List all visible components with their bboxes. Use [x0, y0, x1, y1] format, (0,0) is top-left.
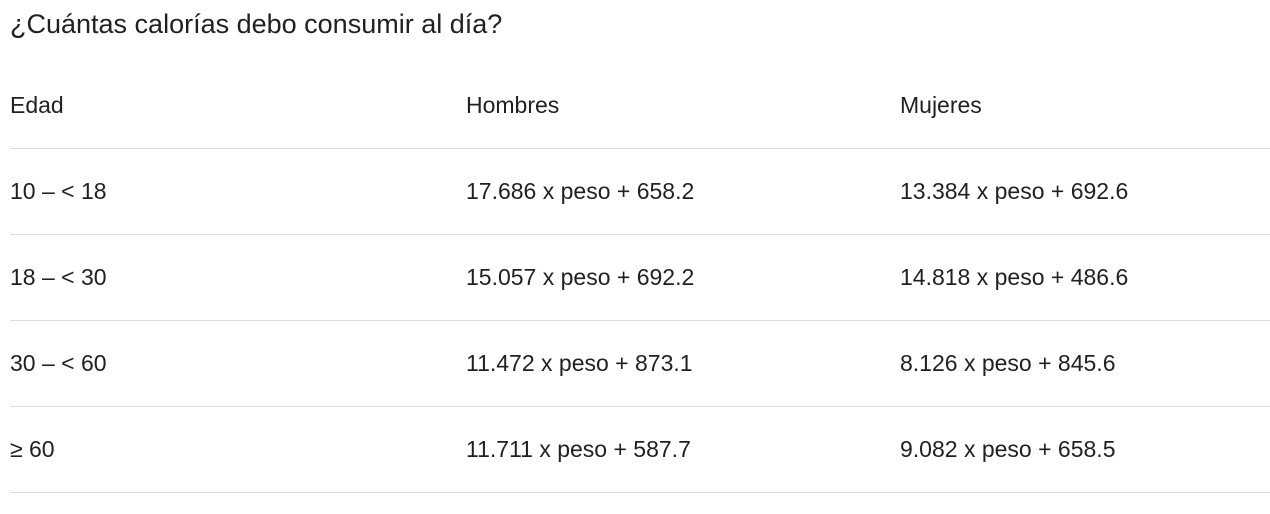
header-men: Hombres: [466, 92, 560, 118]
cell-men-formula: 15.057 x peso + 692.2: [466, 264, 695, 290]
cell-age: 10 – < 18: [10, 178, 107, 204]
table-row: 10 – < 18 17.686 x peso + 658.2 13.384 x…: [10, 149, 1270, 235]
cell-women-formula: 9.082 x peso + 658.5: [900, 436, 1116, 462]
cell-age: 18 – < 30: [10, 264, 107, 290]
page-title: ¿Cuántas calorías debo consumir al día?: [10, 9, 503, 39]
cell-women-formula: 8.126 x peso + 845.6: [900, 350, 1116, 376]
table-row: 18 – < 30 15.057 x peso + 692.2 14.818 x…: [10, 235, 1270, 321]
calorie-table: Edad Hombres Mujeres 10 – < 18 17.686 x …: [10, 63, 1270, 493]
cell-age: 30 – < 60: [10, 350, 107, 376]
cell-age: ≥ 60: [10, 436, 55, 462]
cell-women-formula: 13.384 x peso + 692.6: [900, 178, 1129, 204]
table-row: ≥ 60 11.711 x peso + 587.7 9.082 x peso …: [10, 407, 1270, 493]
table-row: 30 – < 60 11.472 x peso + 873.1 8.126 x …: [10, 321, 1270, 407]
header-age: Edad: [10, 92, 64, 118]
cell-men-formula: 17.686 x peso + 658.2: [466, 178, 695, 204]
cell-men-formula: 11.711 x peso + 587.7: [466, 436, 691, 462]
table-header-row: Edad Hombres Mujeres: [10, 63, 1270, 149]
cell-men-formula: 11.472 x peso + 873.1: [466, 350, 693, 376]
cell-women-formula: 14.818 x peso + 486.6: [900, 264, 1129, 290]
header-women: Mujeres: [900, 92, 982, 118]
